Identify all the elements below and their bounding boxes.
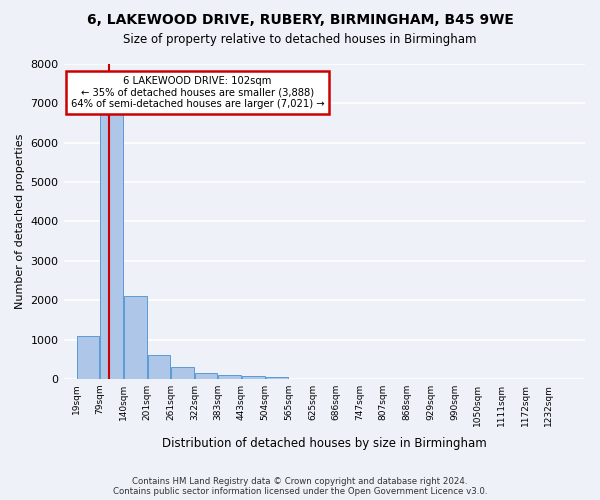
Text: Size of property relative to detached houses in Birmingham: Size of property relative to detached ho…: [123, 32, 477, 46]
Bar: [77, 336, 100, 379]
Bar: [218, 375, 241, 379]
Bar: [195, 373, 217, 379]
Text: Contains HM Land Registry data © Crown copyright and database right 2024.: Contains HM Land Registry data © Crown c…: [132, 477, 468, 486]
Bar: [266, 377, 288, 379]
Text: 6, LAKEWOOD DRIVE, RUBERY, BIRMINGHAM, B45 9WE: 6, LAKEWOOD DRIVE, RUBERY, BIRMINGHAM, B…: [86, 12, 514, 26]
X-axis label: Distribution of detached houses by size in Birmingham: Distribution of detached houses by size …: [162, 437, 487, 450]
Text: Contains public sector information licensed under the Open Government Licence v3: Contains public sector information licen…: [113, 487, 487, 496]
Bar: [124, 296, 146, 379]
Bar: [171, 367, 194, 379]
Bar: [242, 376, 265, 379]
Bar: [148, 356, 170, 379]
Text: 6 LAKEWOOD DRIVE: 102sqm
← 35% of detached houses are smaller (3,888)
64% of sem: 6 LAKEWOOD DRIVE: 102sqm ← 35% of detach…: [71, 76, 325, 109]
Bar: [100, 90, 123, 379]
Y-axis label: Number of detached properties: Number of detached properties: [15, 134, 25, 309]
